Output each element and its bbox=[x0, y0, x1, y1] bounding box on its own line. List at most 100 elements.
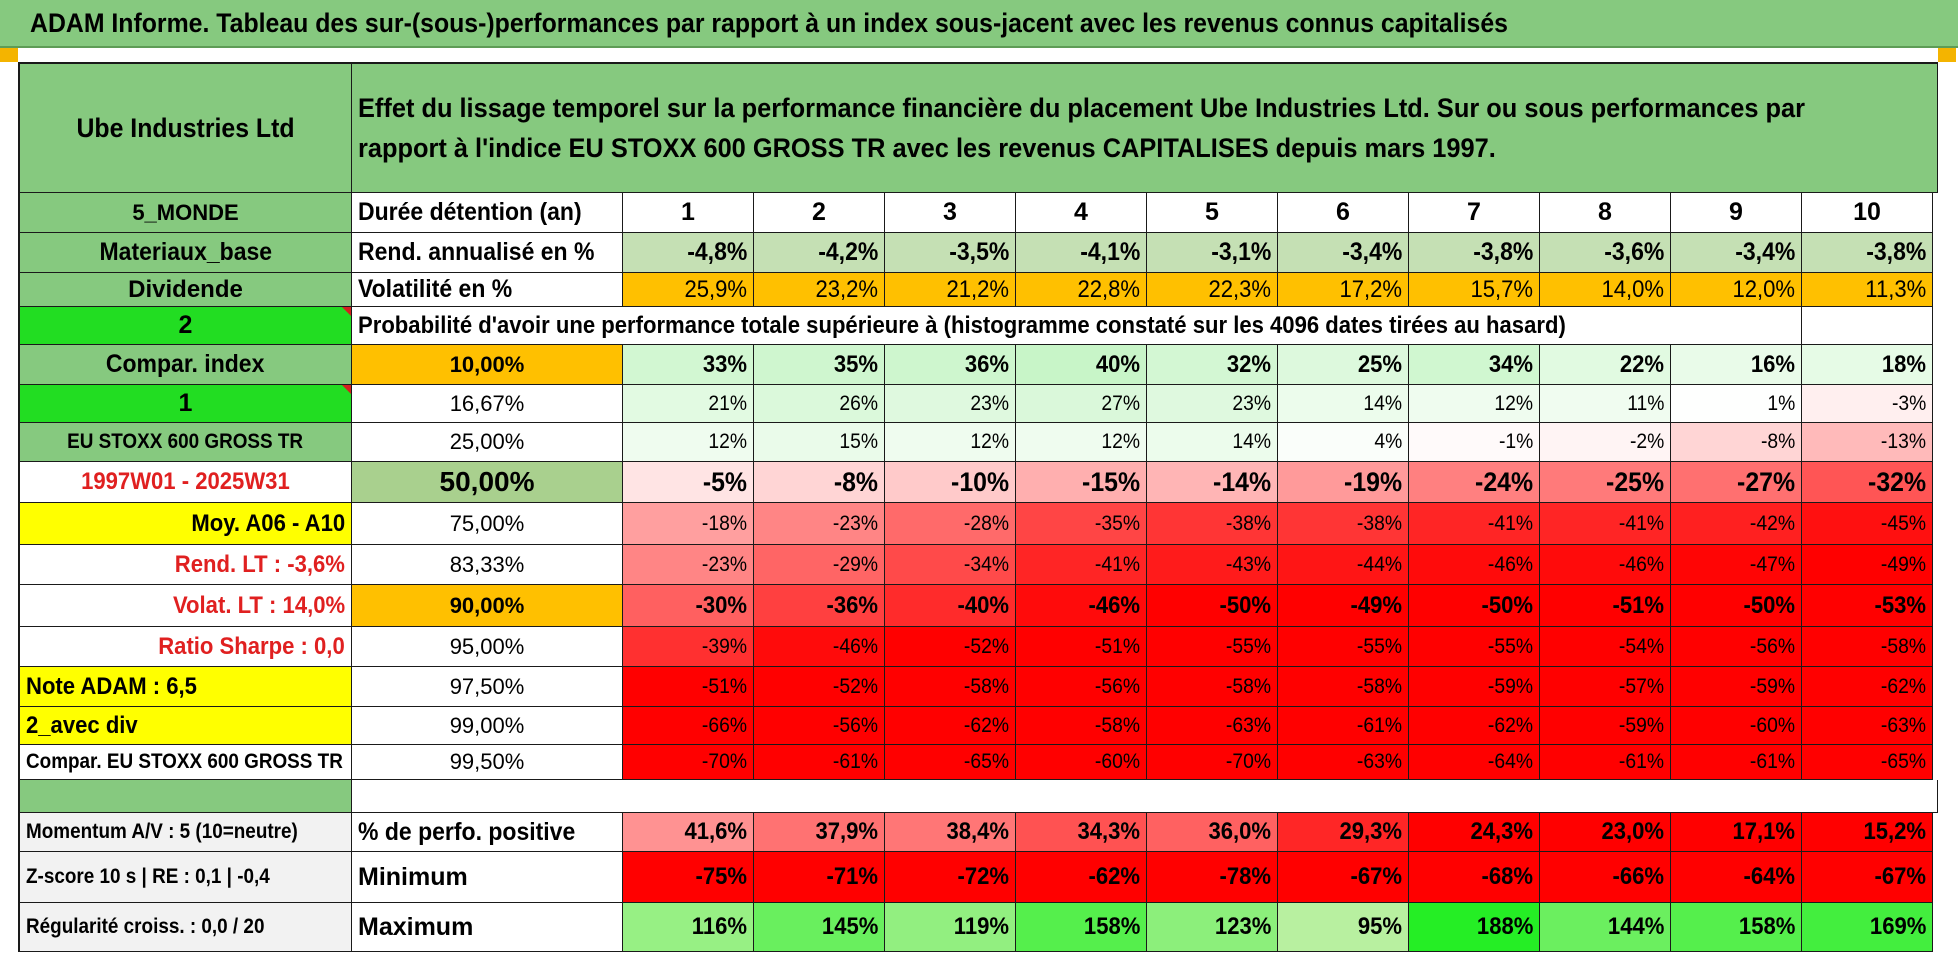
year-header: 3 bbox=[885, 193, 1016, 233]
min-value: -72% bbox=[885, 852, 1016, 903]
prob-value: -5% bbox=[623, 462, 754, 503]
rend-value: -3,5% bbox=[885, 233, 1016, 273]
prob-value: -8% bbox=[1671, 423, 1802, 462]
vol-value: 25,9% bbox=[623, 273, 754, 307]
max-value: 95% bbox=[1278, 903, 1409, 952]
prob-value: 26% bbox=[754, 385, 885, 423]
prob-value: -56% bbox=[754, 707, 885, 745]
vol-value: 21,2% bbox=[885, 273, 1016, 307]
regularite-label: Régularité croiss. : 0,0 / 20 bbox=[20, 903, 352, 952]
vol-value: 22,8% bbox=[1016, 273, 1147, 307]
prob-value: -61% bbox=[754, 745, 885, 780]
vol-value: 12,0% bbox=[1671, 273, 1802, 307]
pos-value: 29,3% bbox=[1278, 813, 1409, 852]
max-value: 116% bbox=[623, 903, 754, 952]
prob-value: 14% bbox=[1147, 423, 1278, 462]
vol-label: Volatilité en % bbox=[352, 273, 623, 307]
pos-value: 24,3% bbox=[1409, 813, 1540, 852]
prob-value: -60% bbox=[1671, 707, 1802, 745]
prob-value: -55% bbox=[1278, 627, 1409, 667]
max-value: 188% bbox=[1409, 903, 1540, 952]
prob-value: -63% bbox=[1802, 707, 1933, 745]
adam-note: Note ADAM : 6,5 bbox=[20, 667, 352, 707]
min-value: -62% bbox=[1016, 852, 1147, 903]
prob-value: -52% bbox=[754, 667, 885, 707]
prob-value: -29% bbox=[754, 545, 885, 585]
rend-value: -4,1% bbox=[1016, 233, 1147, 273]
prob-value: -50% bbox=[1671, 585, 1802, 627]
index-name: EU STOXX 600 GROSS TR bbox=[20, 423, 352, 462]
rend-value: -3,6% bbox=[1540, 233, 1671, 273]
separator-row bbox=[352, 780, 1938, 813]
pos-value: 15,2% bbox=[1802, 813, 1933, 852]
min-label: Minimum bbox=[352, 852, 623, 903]
prob-value: 22% bbox=[1540, 345, 1671, 385]
prob-value: 23% bbox=[1147, 385, 1278, 423]
moy-label: Moy. A06 - A10 bbox=[20, 503, 352, 545]
prob-value: -23% bbox=[754, 503, 885, 545]
year-header: 4 bbox=[1016, 193, 1147, 233]
year-header: 6 bbox=[1278, 193, 1409, 233]
table-top-border bbox=[18, 62, 1938, 64]
prob-value: -58% bbox=[1147, 667, 1278, 707]
max-value: 123% bbox=[1147, 903, 1278, 952]
prob-value: -70% bbox=[1147, 745, 1278, 780]
prob-threshold: 75,00% bbox=[352, 503, 623, 545]
description-header: Effet du lissage temporel sur la perform… bbox=[352, 64, 1938, 193]
corner-marker-right bbox=[1938, 48, 1956, 62]
prob-value: -18% bbox=[623, 503, 754, 545]
prob-value: -65% bbox=[885, 745, 1016, 780]
pos-value: 34,3% bbox=[1016, 813, 1147, 852]
prob-threshold: 90,00% bbox=[352, 585, 623, 627]
prob-value: -19% bbox=[1278, 462, 1409, 503]
prob-value: -64% bbox=[1409, 745, 1540, 780]
prob-value: -54% bbox=[1540, 627, 1671, 667]
prob-value: -28% bbox=[885, 503, 1016, 545]
sharpe-label: Ratio Sharpe : 0,0 bbox=[20, 627, 352, 667]
prob-threshold: 99,00% bbox=[352, 707, 623, 745]
prob-value: -38% bbox=[1278, 503, 1409, 545]
prob-value: -63% bbox=[1278, 745, 1409, 780]
prob-value: -51% bbox=[1016, 627, 1147, 667]
prob-value: -70% bbox=[623, 745, 754, 780]
prob-value: -46% bbox=[1540, 545, 1671, 585]
prob-value: -41% bbox=[1409, 503, 1540, 545]
title-bar: ADAM Informe. Tableau des sur-(sous-)per… bbox=[0, 0, 1958, 48]
vol-value: 14,0% bbox=[1540, 273, 1671, 307]
rend-lt-label: Rend. LT : -3,6% bbox=[20, 545, 352, 585]
dividend-label: Dividende bbox=[20, 273, 352, 307]
compar-full-label: Compar. EU STOXX 600 GROSS TR bbox=[20, 745, 352, 780]
prob-value: 35% bbox=[754, 345, 885, 385]
rend-value: -3,4% bbox=[1278, 233, 1409, 273]
prob-value: -56% bbox=[1016, 667, 1147, 707]
prob-value: -2% bbox=[1540, 423, 1671, 462]
prob-value: -45% bbox=[1802, 503, 1933, 545]
prob-value: -58% bbox=[1802, 627, 1933, 667]
prob-value: -41% bbox=[1016, 545, 1147, 585]
prob-value: -58% bbox=[1278, 667, 1409, 707]
prob-value: 12% bbox=[623, 423, 754, 462]
prob-threshold: 95,00% bbox=[352, 627, 623, 667]
prob-value: -39% bbox=[623, 627, 754, 667]
max-value: 169% bbox=[1802, 903, 1933, 952]
prob-value: -30% bbox=[623, 585, 754, 627]
year-header: 2 bbox=[754, 193, 885, 233]
region-label: 5_MONDE bbox=[20, 193, 352, 233]
max-value: 119% bbox=[885, 903, 1016, 952]
prob-value: -52% bbox=[885, 627, 1016, 667]
prob-value: -58% bbox=[1016, 707, 1147, 745]
prob-value: -24% bbox=[1409, 462, 1540, 503]
prob-threshold: 10,00% bbox=[352, 345, 623, 385]
min-value: -64% bbox=[1671, 852, 1802, 903]
max-value: 158% bbox=[1671, 903, 1802, 952]
prob-value: -50% bbox=[1147, 585, 1278, 627]
corner-marker-left bbox=[0, 48, 18, 62]
avec-div-label: 2_avec div bbox=[20, 707, 352, 745]
prob-value: -62% bbox=[1802, 667, 1933, 707]
rend-value: -3,1% bbox=[1147, 233, 1278, 273]
prob-value: -61% bbox=[1540, 745, 1671, 780]
prob-value: -32% bbox=[1802, 462, 1933, 503]
prob-value: -59% bbox=[1671, 667, 1802, 707]
vol-value: 15,7% bbox=[1409, 273, 1540, 307]
prob-value: -8% bbox=[754, 462, 885, 503]
